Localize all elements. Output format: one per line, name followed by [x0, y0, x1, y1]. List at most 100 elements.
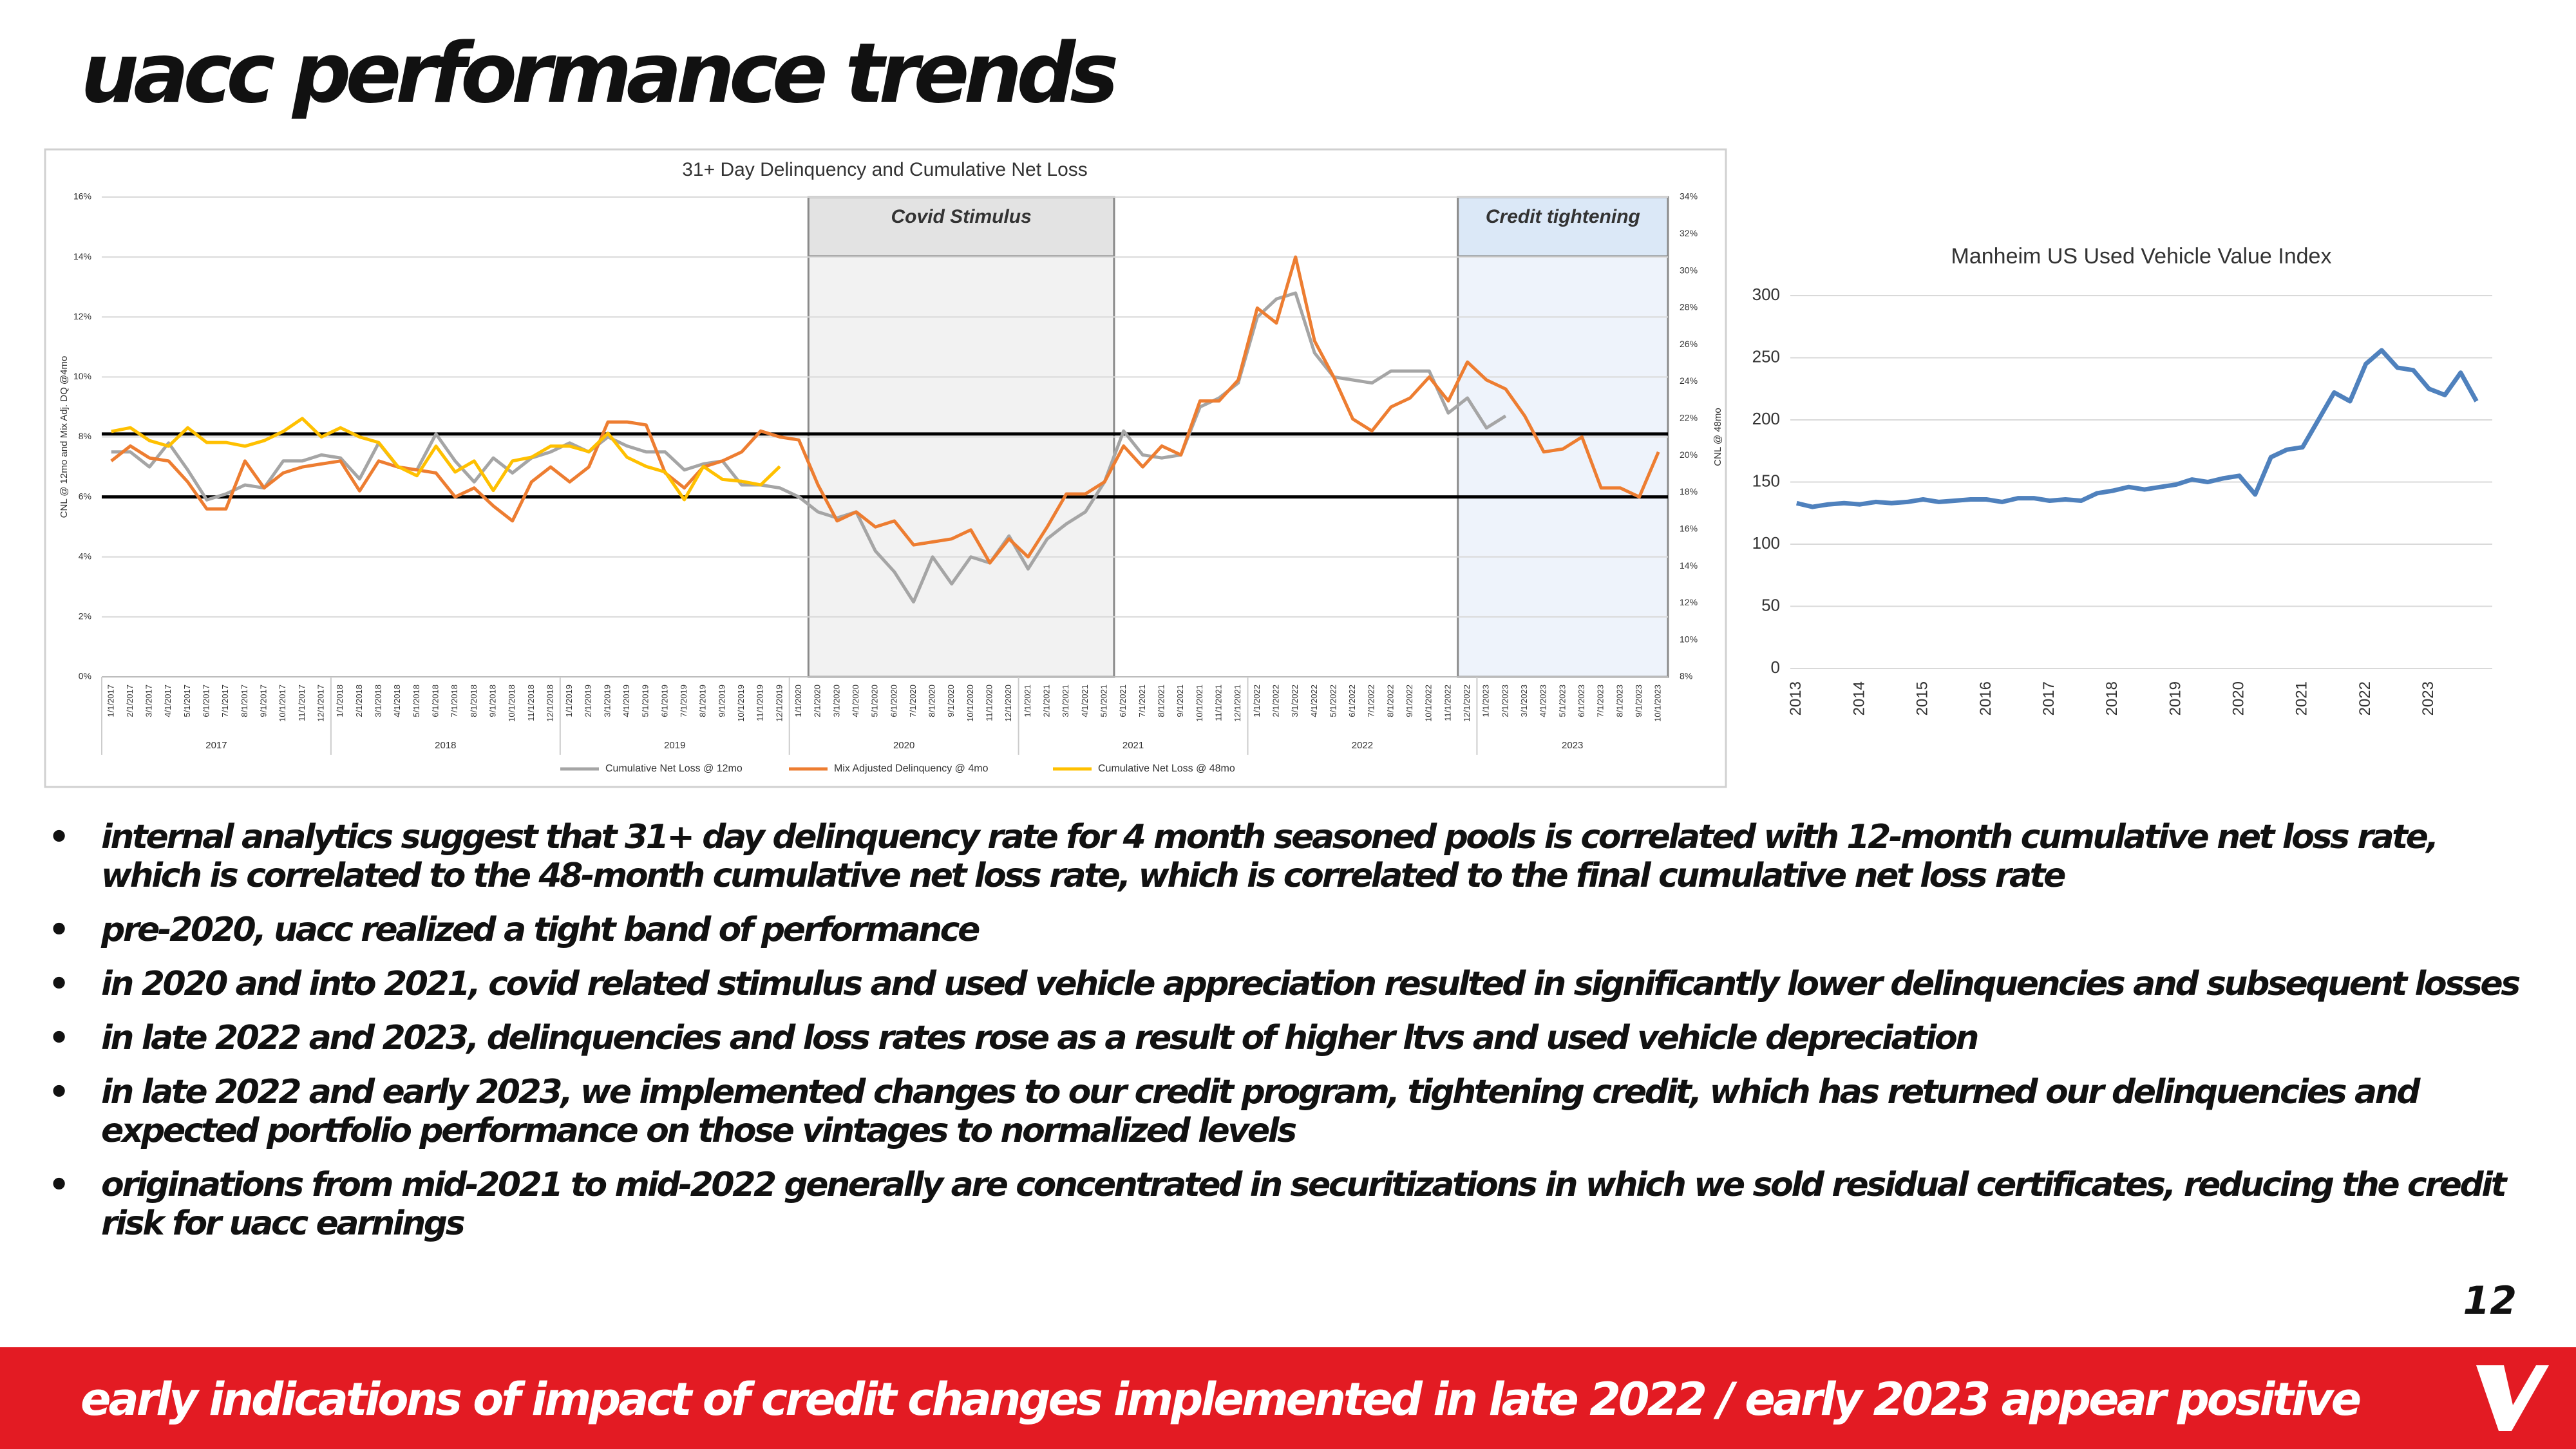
y-tick-label: 100: [1752, 533, 1780, 553]
y2-tick-label: 22%: [1680, 413, 1698, 423]
x-tick-label: 6/1/2021: [1118, 685, 1128, 717]
x-tick-label: 7/1/2023: [1596, 685, 1605, 717]
x-tick-label: 12/1/2021: [1233, 685, 1242, 722]
x-tick-label: 8/1/2019: [698, 685, 708, 717]
footer-text: early indications of impact of credit ch…: [80, 1373, 2362, 1426]
x-tick-label: 6/1/2017: [202, 685, 211, 717]
x-tick-label: 7/1/2021: [1137, 685, 1147, 717]
x-tick-label: 9/1/2018: [488, 685, 497, 717]
chart-title: 31+ Day Delinquency and Cumulative Net L…: [682, 159, 1088, 180]
charts: 31+ Day Delinquency and Cumulative Net L…: [44, 148, 2492, 788]
x-tick-label: 6/1/2018: [430, 685, 440, 717]
shaded-label: Covid Stimulus: [891, 206, 1031, 227]
x-tick-label: 5/1/2019: [641, 685, 650, 717]
shaded-header: [807, 196, 1115, 258]
x-tick-label: 10/1/2021: [1195, 685, 1204, 722]
x-tick-label: 7/1/2018: [450, 685, 459, 717]
x-tick-label: 10/1/2020: [965, 685, 975, 722]
y-tick-label: 6%: [79, 491, 91, 501]
page-number: 12: [2463, 1278, 2517, 1323]
series-line: [111, 417, 781, 502]
y2-tick-label: 16%: [1680, 523, 1698, 533]
x-tick-label: 2023: [2420, 681, 2437, 715]
x-tick-label: 9/1/2021: [1175, 685, 1185, 717]
y-tick-label: 14%: [73, 251, 91, 261]
x-group-label: 2022: [1352, 740, 1373, 751]
legend-label: Cumulative Net Loss @ 12mo: [605, 763, 743, 774]
y-tick-label: 300: [1752, 285, 1780, 304]
y-tick-label: 4%: [79, 551, 91, 561]
logo: [2476, 1365, 2549, 1431]
x-tick-label: 8/1/2023: [1615, 685, 1624, 717]
x-tick-label: 5/1/2018: [412, 685, 421, 717]
y2-tick-label: 8%: [1680, 671, 1692, 681]
x-tick-label: 2021: [2293, 681, 2311, 715]
x-tick-label: 2/1/2018: [354, 685, 364, 717]
x-group-label: 2018: [435, 740, 456, 751]
bullet: internal analytics suggest that 31+ day …: [48, 818, 2534, 895]
x-tick-label: 10/1/2017: [278, 685, 287, 722]
y-tick-label: 8%: [79, 431, 91, 441]
y-tick-label: 150: [1752, 471, 1780, 490]
legend-label: Mix Adjusted Delinquency @ 4mo: [834, 763, 989, 774]
x-tick-label: 2/1/2019: [583, 685, 593, 717]
x-tick-label: 7/1/2022: [1367, 685, 1376, 717]
y-tick-label: 10%: [73, 371, 91, 381]
x-tick-label: 4/1/2020: [851, 685, 860, 717]
x-tick-label: 4/1/2018: [392, 685, 402, 717]
x-tick-label: 9/1/2022: [1405, 685, 1414, 717]
x-tick-label: 3/1/2020: [831, 685, 841, 717]
x-tick-label: 11/1/2018: [526, 685, 536, 721]
x-tick-label: 3/1/2017: [144, 685, 154, 717]
y-tick-label: 16%: [73, 191, 91, 202]
x-tick-label: 1/1/2019: [564, 685, 574, 717]
footer-bar: early indications of impact of credit ch…: [0, 1347, 2576, 1449]
x-tick-label: 2020: [2230, 681, 2248, 715]
shaded-header: [1457, 196, 1669, 258]
series-line: [110, 255, 1660, 565]
x-group-label: 2023: [1562, 740, 1583, 751]
x-tick-label: 5/1/2023: [1557, 685, 1567, 717]
y-tick-label: 50: [1761, 595, 1780, 614]
x-group-label: 2021: [1122, 740, 1144, 751]
x-tick-label: 4/1/2022: [1309, 685, 1319, 717]
x-tick-label: 9/1/2023: [1634, 685, 1643, 717]
x-tick-label: 1/1/2021: [1023, 685, 1032, 717]
x-tick-label: 2018: [2103, 681, 2121, 715]
y2-tick-label: 20%: [1680, 450, 1698, 460]
legend-label: Cumulative Net Loss @ 48mo: [1098, 763, 1235, 774]
y-tick-label: 200: [1752, 409, 1780, 428]
x-group-label: 2019: [664, 740, 685, 751]
y2-axis-label: CNL @ 48mo: [1712, 408, 1723, 466]
y2-tick-label: 26%: [1680, 339, 1698, 349]
x-tick-label: 9/1/2019: [717, 685, 726, 717]
x-tick-label: 11/1/2022: [1443, 685, 1452, 721]
bullet: in 2020 and into 2021, covid related sti…: [48, 965, 2534, 1003]
x-tick-label: 12/1/2017: [316, 685, 326, 722]
x-tick-label: 3/1/2019: [602, 685, 612, 717]
x-tick-label: 8/1/2018: [469, 685, 478, 717]
x-tick-label: 10/1/2023: [1653, 685, 1663, 722]
x-tick-label: 6/1/2022: [1347, 685, 1357, 717]
bullet-list: internal analytics suggest that 31+ day …: [48, 818, 2534, 1258]
x-group-label: 2020: [893, 740, 914, 751]
y2-tick-label: 30%: [1680, 265, 1698, 275]
y2-tick-label: 18%: [1680, 486, 1698, 497]
x-tick-label: 3/1/2022: [1290, 685, 1300, 717]
bullet: pre-2020, uacc realized a tight band of …: [48, 911, 2534, 949]
x-tick-label: 12/1/2022: [1462, 685, 1472, 722]
x-tick-label: 1/1/2018: [335, 685, 345, 717]
x-tick-label: 2/1/2022: [1271, 685, 1280, 717]
chart-title: Manheim US Used Vehicle Value Index: [1951, 244, 2332, 269]
x-tick-label: 11/1/2020: [985, 685, 994, 721]
slide-title: uacc performance trends: [80, 26, 1119, 122]
series-line: [111, 291, 1507, 604]
y2-tick-label: 12%: [1680, 597, 1698, 607]
x-tick-label: 5/1/2017: [182, 685, 192, 717]
x-tick-label: 11/1/2019: [755, 685, 765, 721]
x-tick-label: 2015: [1914, 681, 1931, 715]
series-line: [1795, 348, 2479, 509]
bullet: in late 2022 and 2023, delinquencies and…: [48, 1019, 2534, 1057]
x-tick-label: 4/1/2023: [1539, 685, 1548, 717]
